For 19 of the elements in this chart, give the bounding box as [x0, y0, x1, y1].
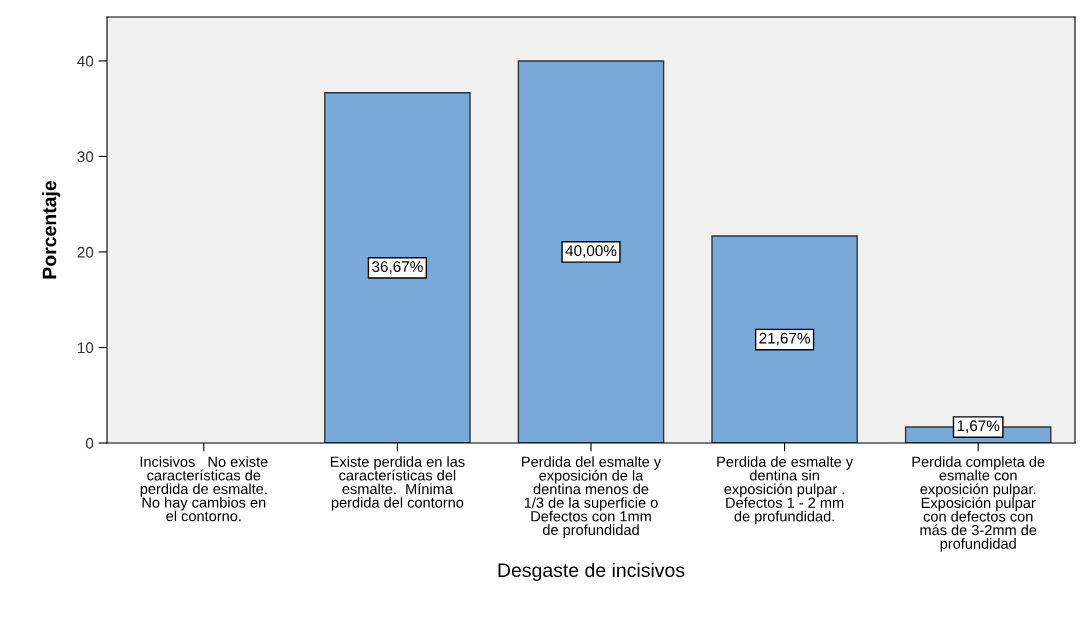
bar	[517, 60, 665, 443]
y-tick-label: 10	[77, 342, 94, 354]
x-tick-label: Incisivos No existe características de perdida de esmalte. No hay cambios en el contorno.	[140, 456, 268, 522]
data-label: 21,67%	[759, 332, 810, 346]
x-tick-label: Perdida del esmalte y exposición de la dentina menos de 1/3 de la superficie o Defectos con 1mm de profundidad	[522, 456, 662, 538]
x-tick-label: Perdida completa de esmalte con exposición pulpar. Exposición pulpar con defectos con más de 3-2mm de profundidad	[912, 456, 1045, 552]
data-label: 36,67%	[372, 261, 423, 274]
data-label: 1,67%	[957, 420, 1000, 433]
y-tick-label: 30	[77, 151, 94, 163]
x-tick-label: Existe perdida en las características del esmalte. Mínima perdida del contorno	[330, 456, 465, 511]
y-axis-title: Porcentaje	[42, 180, 61, 279]
x-axis-title: Desgaste de incisivos	[498, 562, 685, 581]
y-tick-label: 20	[77, 246, 94, 258]
bar	[711, 235, 858, 443]
data-label: 40,00%	[565, 245, 617, 258]
x-tick-label: Perdida de esmalte y dentina sin exposición pulpar . Defectos 1 - 2 mm de profundidad.	[717, 456, 854, 525]
bar	[324, 92, 471, 443]
y-tick-label: 0	[85, 437, 94, 449]
y-tick-label: 40	[77, 55, 94, 67]
